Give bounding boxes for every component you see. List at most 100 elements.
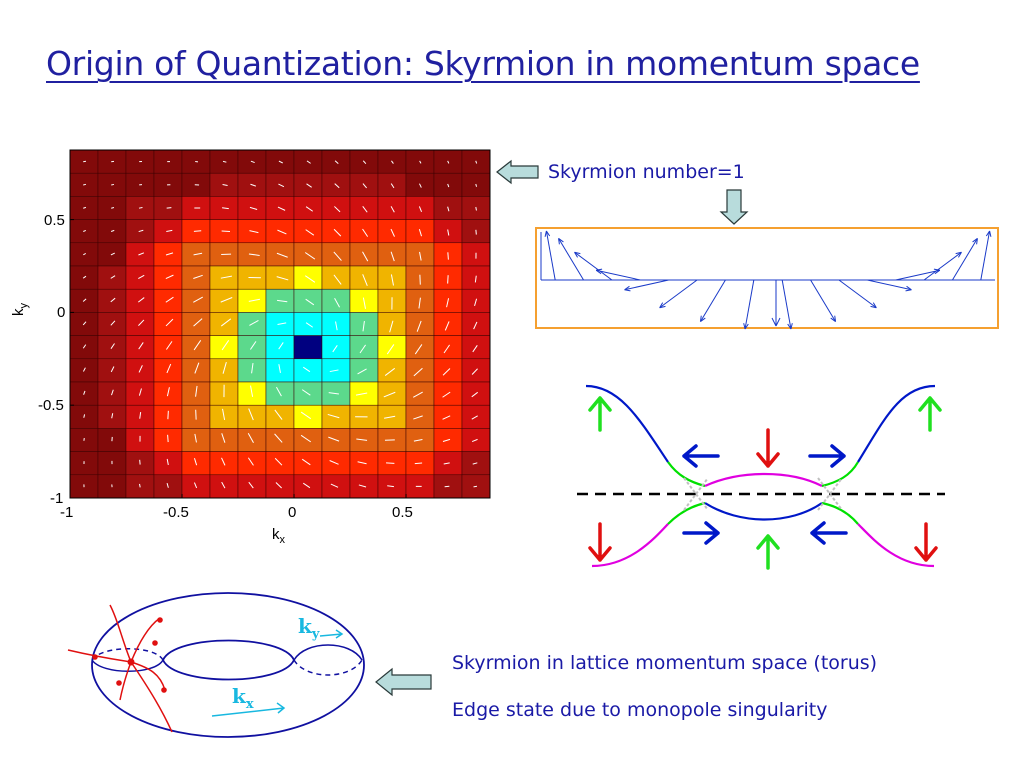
spin-arrow xyxy=(558,238,584,281)
spin-arrowhead xyxy=(989,230,992,237)
field-vector xyxy=(419,251,422,261)
field-vector xyxy=(390,183,395,189)
field-vector xyxy=(442,438,451,443)
right-arrow-icon xyxy=(808,444,846,468)
field-vector xyxy=(306,183,312,188)
field-vector xyxy=(110,275,116,279)
field-vector xyxy=(333,251,342,261)
field-vector xyxy=(83,183,87,186)
field-vector xyxy=(306,160,311,164)
field-vector xyxy=(390,251,395,262)
field-vector xyxy=(250,160,255,164)
field-vector xyxy=(446,298,450,308)
field-vector xyxy=(390,274,394,286)
field-vector xyxy=(195,385,198,397)
field-vector xyxy=(110,320,116,326)
field-vector xyxy=(138,207,143,209)
field-vector xyxy=(83,414,86,418)
field-vector xyxy=(222,184,228,186)
down-arrow-icon xyxy=(756,428,780,468)
ky-direction-arrow-icon xyxy=(319,629,344,639)
field-vector xyxy=(111,206,115,209)
field-vector xyxy=(475,206,477,211)
field-vector xyxy=(276,252,288,258)
up-arrow-icon xyxy=(918,396,942,432)
field-vector xyxy=(447,229,450,236)
spin-arrow xyxy=(952,238,978,281)
field-vector xyxy=(275,386,282,397)
field-vector xyxy=(166,458,169,466)
field-vector xyxy=(278,183,285,188)
field-vector xyxy=(413,367,423,377)
field-vector xyxy=(274,409,283,420)
field-vector xyxy=(138,229,144,233)
spin-arrow xyxy=(596,269,641,281)
field-vector xyxy=(222,160,227,163)
xtick-label: 0 xyxy=(288,504,297,521)
field-vector xyxy=(447,183,450,188)
field-vector xyxy=(165,318,174,327)
field-vector xyxy=(221,433,226,443)
field-vector xyxy=(386,344,395,355)
spin-arrowhead xyxy=(574,251,578,258)
up-arrow-icon xyxy=(588,396,612,432)
field-vector xyxy=(194,433,197,443)
field-vector xyxy=(193,482,198,489)
field-vector xyxy=(443,462,450,465)
spin-arrowhead xyxy=(872,302,877,309)
field-vector xyxy=(471,391,479,398)
field-vector xyxy=(165,274,174,280)
field-vector xyxy=(471,438,478,443)
field-vector xyxy=(110,229,115,232)
torus-diagram xyxy=(67,592,365,738)
spin-arrowhead xyxy=(870,305,877,309)
spin-arrowhead xyxy=(934,269,941,275)
field-vector xyxy=(82,344,87,349)
field-vector xyxy=(276,276,289,281)
field-vector xyxy=(138,274,145,279)
spin-arrow xyxy=(700,279,726,322)
spin-arrow xyxy=(781,279,792,330)
field-vector xyxy=(362,205,368,213)
field-vector xyxy=(166,363,172,374)
field-vector xyxy=(110,366,115,373)
field-vector xyxy=(137,297,145,303)
torus-kx-label: kx xyxy=(232,684,254,712)
field-vector xyxy=(304,252,316,260)
torus-ky-label: ky xyxy=(298,614,320,642)
field-vector xyxy=(356,438,368,441)
field-vector xyxy=(362,251,369,262)
center-down-arrowhead xyxy=(771,317,777,327)
field-vector xyxy=(250,385,254,397)
field-vector xyxy=(138,319,145,326)
spin-arrowhead xyxy=(790,323,793,330)
field-vector xyxy=(275,482,282,489)
field-vector xyxy=(193,296,204,303)
field-vector xyxy=(414,462,423,465)
field-vector xyxy=(166,482,169,488)
field-vector xyxy=(362,321,365,332)
field-vector xyxy=(362,274,368,287)
field-vector xyxy=(357,368,367,375)
field-vector xyxy=(418,206,423,213)
field-vector xyxy=(248,298,261,302)
x-axis-label: kx xyxy=(272,526,285,546)
xtick-label: -0.5 xyxy=(163,504,189,521)
field-vector xyxy=(248,408,254,421)
field-vector xyxy=(222,408,226,421)
field-vector xyxy=(302,366,311,373)
field-vector xyxy=(334,160,339,165)
field-vector xyxy=(300,411,312,420)
field-vector xyxy=(329,369,339,373)
field-vector xyxy=(447,160,450,164)
hollow-left-arrow-icon xyxy=(375,667,432,697)
spin-arrowhead xyxy=(558,238,564,243)
field-vector xyxy=(83,252,86,256)
field-vector xyxy=(193,318,203,327)
field-vector xyxy=(442,415,451,420)
field-vector xyxy=(471,415,478,420)
field-vector xyxy=(139,483,141,488)
spin-arrowhead xyxy=(985,230,991,237)
field-vector xyxy=(165,341,173,350)
edge-state-diagram xyxy=(577,384,945,570)
